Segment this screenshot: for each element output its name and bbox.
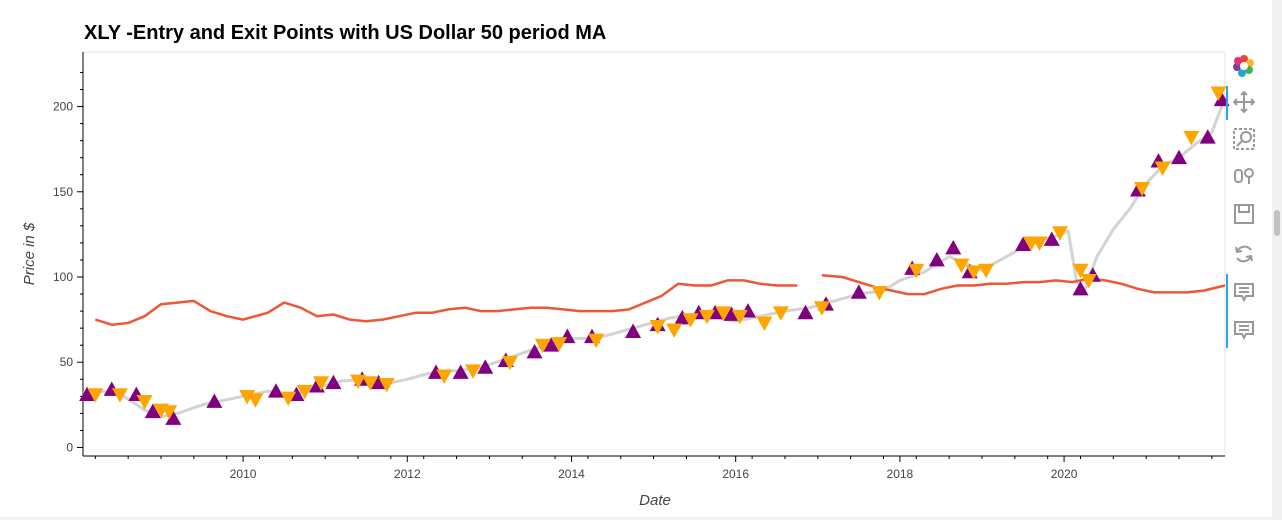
entry-marker <box>797 304 814 320</box>
entry-marker <box>1199 129 1216 144</box>
exit-marker <box>1154 161 1171 176</box>
entry-marker <box>723 306 740 321</box>
entry-marker <box>625 323 642 338</box>
exit-marker <box>247 393 264 408</box>
entry-marker <box>325 374 342 390</box>
exit-marker <box>715 306 732 321</box>
exit-marker <box>378 378 395 393</box>
entry-marker <box>1015 236 1032 252</box>
entry-marker <box>477 359 494 374</box>
x-tick-label: 2018 <box>887 467 914 481</box>
page-scrollbar[interactable] <box>1272 0 1282 520</box>
exit-marker <box>666 323 683 338</box>
exit-marker <box>551 337 568 352</box>
exit-marker <box>953 258 970 274</box>
y-tick-label: 100 <box>53 270 73 284</box>
entry-marker <box>370 374 387 390</box>
hover-icon-2[interactable] <box>1230 316 1258 344</box>
entry-marker <box>206 393 223 408</box>
entry-marker <box>674 309 691 325</box>
entry-marker <box>79 386 96 402</box>
exit-marker <box>1051 226 1068 241</box>
exit-marker <box>588 333 605 349</box>
entry-marker <box>144 403 161 419</box>
exit-marker <box>464 364 481 379</box>
exit-marker <box>908 263 925 279</box>
exit-marker <box>1072 263 1089 279</box>
entry-marker <box>1171 149 1188 165</box>
exit-marker <box>756 316 773 332</box>
exit-marker <box>161 405 178 420</box>
exit-marker <box>965 265 982 280</box>
chart-toolbar <box>1226 50 1262 350</box>
bokeh-logo-icon[interactable] <box>1230 52 1258 80</box>
exit-marker <box>350 374 367 389</box>
entry-marker <box>945 240 962 255</box>
ma-series-line <box>821 274 1226 296</box>
exit-marker <box>1080 274 1097 289</box>
exit-marker <box>296 384 313 400</box>
entry-marker <box>1043 231 1060 246</box>
entry-marker <box>1072 280 1089 296</box>
x-tick-label: 2014 <box>558 467 585 481</box>
pan-icon[interactable] <box>1230 88 1258 116</box>
exit-marker <box>87 388 104 403</box>
page-bottom-edge <box>0 517 1282 520</box>
entry-marker <box>850 284 867 299</box>
exit-marker <box>978 263 995 279</box>
exit-marker <box>436 369 453 384</box>
exit-marker <box>1183 130 1200 146</box>
ma-series-line <box>94 279 798 326</box>
entry-marker <box>452 364 469 379</box>
exit-marker <box>698 309 715 325</box>
entry-marker <box>165 410 182 425</box>
x-tick-label: 2016 <box>722 467 749 481</box>
x-tick-label: 2020 <box>1051 467 1078 481</box>
entry-marker <box>267 383 284 398</box>
exit-marker <box>534 338 551 354</box>
chart-title: XLY -Entry and Exit Points with US Dolla… <box>84 22 607 44</box>
exit-marker <box>682 313 699 328</box>
y-tick-label: 200 <box>53 100 73 114</box>
exit-marker <box>731 309 748 325</box>
series-layer <box>82 97 1227 419</box>
exit-marker <box>280 391 297 407</box>
active-tool-indicator <box>1226 86 1228 120</box>
exit-marker <box>649 320 666 335</box>
exit-marker <box>1031 236 1048 251</box>
x-tick-label: 2012 <box>394 467 421 481</box>
reset-icon[interactable] <box>1230 240 1258 268</box>
y-tick-label: 50 <box>60 355 74 369</box>
entry-marker <box>526 344 543 359</box>
x-axis-label: Date <box>639 492 671 509</box>
exit-marker <box>501 355 518 371</box>
active-tool-indicator-2 <box>1226 274 1228 348</box>
x-tick-label: 2010 <box>230 467 257 481</box>
y-axis-label: Price in $ <box>21 222 38 285</box>
exit-marker <box>313 376 330 391</box>
y-ticks: 0 50 100 150 200 <box>53 71 83 454</box>
exit-marker <box>772 306 789 321</box>
hover-icon[interactable] <box>1230 278 1258 306</box>
exit-marker <box>362 376 379 391</box>
entry-marker <box>542 337 559 352</box>
price-series-line <box>82 97 1227 419</box>
page-scrollbar-thumb[interactable] <box>1274 210 1280 236</box>
exit-marker <box>1134 181 1151 197</box>
entry-marker <box>1213 91 1230 107</box>
box-zoom-icon[interactable] <box>1230 125 1258 153</box>
exit-marker <box>813 301 830 316</box>
y-tick-label: 0 <box>66 440 73 454</box>
wheel-zoom-icon[interactable] <box>1230 162 1258 190</box>
x-ticks: 2010 2012 2014 2016 2018 2020 <box>94 456 1213 481</box>
exit-marker <box>111 388 128 403</box>
save-icon[interactable] <box>1230 200 1258 228</box>
exit-marker <box>871 285 888 301</box>
exit-marker <box>1210 86 1227 101</box>
exit-marker <box>136 395 153 410</box>
y-tick-label: 150 <box>53 185 73 199</box>
marker-layer <box>79 86 1230 425</box>
entry-marker <box>928 251 945 267</box>
